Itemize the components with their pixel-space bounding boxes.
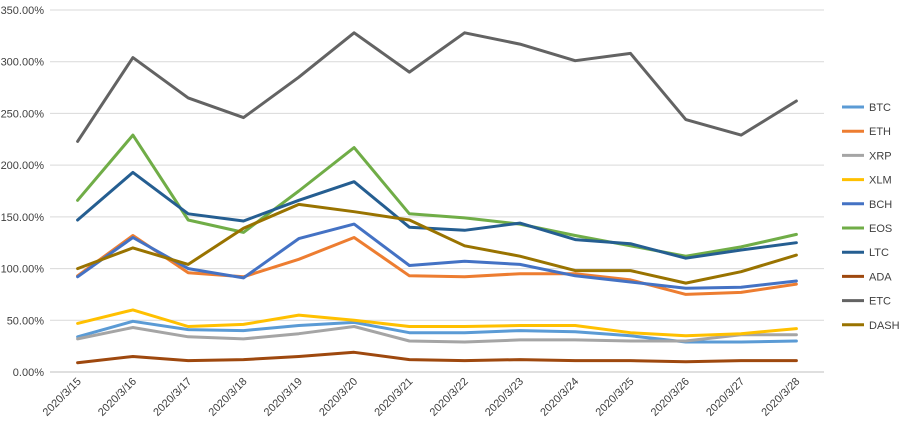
x-tick-label: 2020/3/23 — [483, 376, 526, 419]
legend-item-btc: BTC — [842, 102, 891, 114]
legend-label: ETH — [869, 126, 891, 138]
legend: BTC ETH XRP XLM BCH EOS LTC ADA ETC DASH — [842, 102, 900, 332]
y-tick-label: 0.00% — [13, 367, 44, 379]
x-tick-label: 2020/3/20 — [317, 376, 360, 419]
x-tick-label: 2020/3/25 — [594, 376, 637, 419]
y-tick-label: 150.00% — [1, 212, 45, 224]
legend-item-xrp: XRP — [842, 150, 892, 162]
series-line-xrp — [76, 325, 798, 344]
x-tick-label: 2020/3/17 — [151, 376, 194, 419]
legend-label: BTC — [869, 102, 891, 114]
y-tick-label: 50.00% — [7, 315, 45, 327]
x-tick-label: 2020/3/18 — [207, 376, 250, 419]
x-tick-label: 2020/3/28 — [759, 376, 802, 419]
legend-label: LTC — [869, 247, 889, 259]
series-line-etc — [76, 31, 798, 143]
legend-item-xlm: XLM — [842, 175, 892, 187]
series-line-ltc — [76, 170, 798, 260]
series-line-dash — [76, 202, 798, 285]
x-tick-label: 2020/3/16 — [96, 376, 139, 419]
series-line-ada — [76, 350, 798, 365]
legend-label: ETC — [869, 296, 891, 308]
y-axis-tick-labels: 0.00% 50.00% 100.00% 150.00% 200.00% 250.00% 3… — [1, 5, 45, 379]
series-lines — [76, 31, 798, 365]
x-tick-label: 2020/3/21 — [372, 376, 415, 419]
legend-label: XLM — [869, 175, 892, 187]
y-tick-label: 100.00% — [1, 264, 45, 276]
series-line-eth — [76, 234, 798, 296]
y-tick-label: 350.00% — [1, 5, 45, 17]
legend-item-ada: ADA — [842, 271, 892, 283]
x-tick-label: 2020/3/19 — [262, 376, 305, 419]
gridlines — [50, 9, 824, 321]
y-tick-label: 300.00% — [1, 57, 45, 69]
legend-item-eos: EOS — [842, 223, 892, 235]
y-tick-label: 250.00% — [1, 108, 45, 120]
x-tick-label: 2020/3/15 — [41, 376, 84, 419]
legend-label: DASH — [869, 320, 900, 332]
x-tick-label: 2020/3/22 — [428, 376, 471, 419]
series-line-bch — [76, 222, 798, 290]
legend-item-dash: DASH — [842, 320, 900, 332]
series-line-xlm — [76, 308, 798, 338]
series-line-eos — [76, 133, 798, 258]
legend-label: BCH — [869, 199, 892, 211]
x-tick-label: 2020/3/26 — [649, 376, 692, 419]
legend-item-eth: ETH — [842, 126, 891, 138]
legend-label: XRP — [869, 150, 892, 162]
y-tick-label: 200.00% — [1, 160, 45, 172]
x-axis: 2020/3/15 2020/3/16 2020/3/17 2020/3/18 2020… — [41, 371, 824, 419]
legend-item-bch: BCH — [842, 199, 892, 211]
x-tick-label: 2020/3/24 — [538, 376, 581, 419]
x-tick-label: 2020/3/27 — [704, 376, 747, 419]
legend-label: ADA — [869, 271, 892, 283]
legend-item-ltc: LTC — [842, 247, 889, 259]
legend-label: EOS — [869, 223, 892, 235]
legend-item-etc: ETC — [842, 296, 891, 308]
